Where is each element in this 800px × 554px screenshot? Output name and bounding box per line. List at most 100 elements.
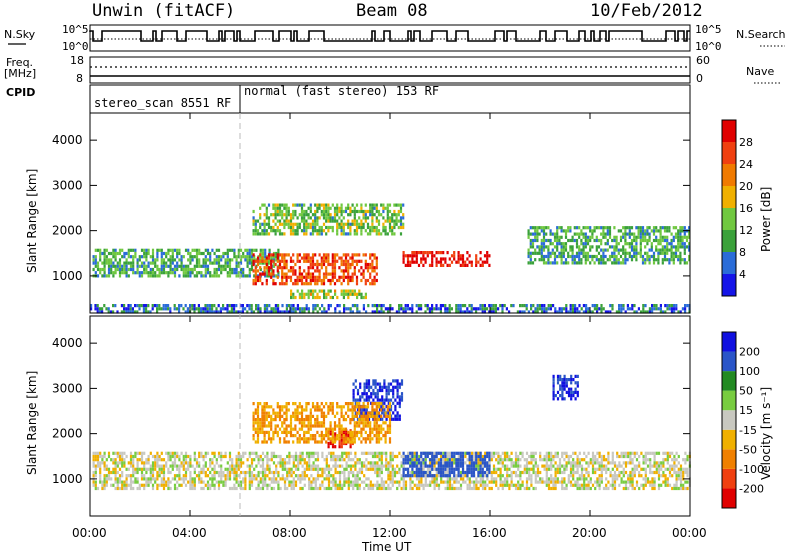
range-cell (250, 258, 254, 262)
range-cell (285, 209, 288, 214)
range-cell (285, 213, 288, 217)
range-cell (477, 486, 480, 491)
range-cell (263, 310, 266, 314)
range-cell (215, 470, 218, 475)
range-cell (385, 385, 388, 389)
range-cell (683, 242, 686, 246)
range-cell (276, 229, 279, 233)
range-cell (290, 470, 293, 475)
range-cell (167, 271, 170, 275)
range-cell (652, 229, 656, 233)
range-cell (222, 474, 225, 478)
range-cell (345, 480, 348, 484)
range-cell (624, 226, 627, 230)
range-cell (321, 304, 324, 308)
range-cell (584, 242, 587, 246)
range-cell (538, 258, 541, 262)
range-cell (253, 477, 256, 481)
range-cell (333, 209, 337, 214)
range-cell (604, 248, 607, 252)
range-cell (549, 242, 552, 246)
range-cell (118, 458, 122, 462)
range-cell (340, 232, 343, 236)
range-cell (679, 229, 682, 233)
range-cell (369, 275, 372, 279)
range-cell (558, 242, 561, 246)
range-cell (340, 289, 343, 293)
range-cell (200, 451, 203, 455)
range-cell (281, 203, 284, 207)
range-cell (330, 451, 333, 455)
range-cell (178, 310, 181, 314)
range-cell (176, 486, 179, 491)
range-cell (457, 461, 460, 465)
range-cell (334, 289, 337, 293)
range-cell (649, 467, 652, 471)
range-cell (529, 238, 532, 243)
range-cell (552, 483, 555, 487)
range-cell (149, 255, 152, 259)
range-cell (193, 477, 196, 481)
range-cell (380, 304, 383, 308)
range-cell (160, 467, 163, 471)
range-cell (556, 261, 559, 265)
range-cell (314, 275, 317, 279)
range-cell (322, 229, 326, 233)
range-cell (367, 385, 371, 389)
range-cell (151, 307, 154, 311)
range-cell (378, 398, 382, 402)
range-cell (528, 486, 531, 491)
range-cell (312, 464, 315, 468)
range-cell (215, 271, 218, 275)
range-cell (662, 461, 665, 465)
range-cell (464, 260, 467, 264)
range-cell (635, 248, 638, 252)
range-cell (431, 467, 434, 471)
range-cell (532, 451, 535, 455)
range-cell (278, 213, 282, 217)
range-cell (101, 274, 104, 278)
range-cell (536, 238, 539, 243)
range-cell (686, 454, 689, 459)
range-cell (361, 411, 364, 415)
range-cell (642, 454, 645, 459)
range-cell (620, 310, 623, 314)
range-cell (422, 486, 425, 491)
range-cell (606, 226, 609, 230)
range-cell (409, 451, 412, 455)
range-cell (176, 248, 179, 252)
range-cell (123, 264, 126, 268)
range-cell (349, 310, 352, 314)
range-cell (514, 483, 518, 487)
range-cell (105, 483, 108, 487)
range-cell (389, 451, 392, 455)
range-cell (377, 219, 381, 223)
range-cell (422, 254, 425, 258)
range-cell (347, 232, 350, 236)
range-cell (142, 310, 145, 314)
range-cell (404, 458, 407, 462)
range-cell (591, 464, 595, 468)
range-cell (325, 464, 328, 468)
range-cell (267, 269, 271, 273)
range-cell (351, 253, 354, 257)
range-cell (189, 304, 192, 308)
range-cell (347, 458, 350, 462)
range-cell (310, 483, 313, 487)
range-cell (270, 310, 273, 314)
range-cell (569, 226, 572, 230)
range-cell (332, 451, 335, 455)
range-cell (228, 304, 231, 308)
range-cell (167, 467, 170, 471)
range-cell (264, 274, 267, 278)
range-cell (582, 310, 585, 314)
range-cell (92, 454, 95, 459)
range-cell (481, 310, 484, 314)
range-cell (290, 289, 293, 293)
range-cell (685, 261, 689, 265)
range-cell (259, 307, 262, 311)
range-cell (619, 248, 623, 252)
range-cell (138, 304, 141, 308)
range-cell (228, 451, 232, 455)
range-cell (151, 304, 154, 308)
